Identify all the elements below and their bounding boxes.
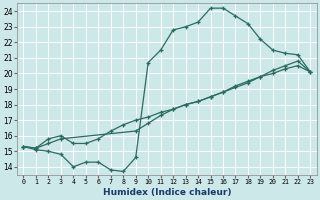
- X-axis label: Humidex (Indice chaleur): Humidex (Indice chaleur): [103, 188, 231, 197]
